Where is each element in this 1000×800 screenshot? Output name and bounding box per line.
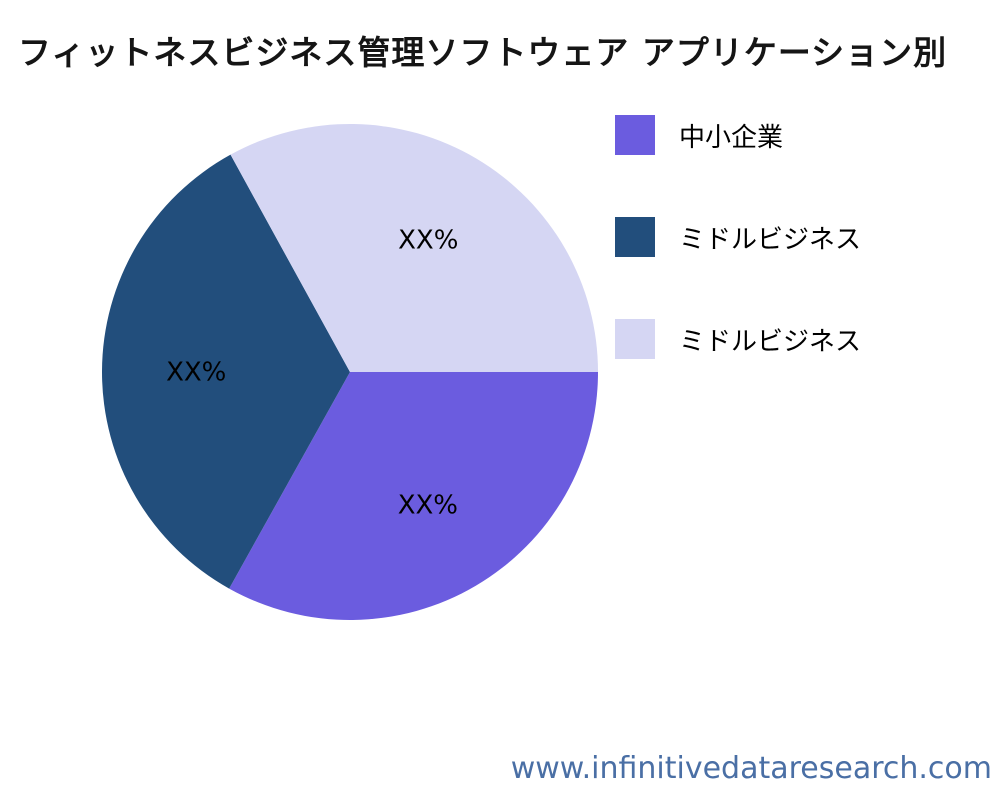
legend-item-0: 中小企業 xyxy=(615,115,861,155)
legend-item-2: ミドルビジネス xyxy=(615,319,861,359)
pie-chart: XX% XX% XX% xyxy=(100,122,600,622)
pie-slice-2 xyxy=(230,124,598,373)
legend-label-0: 中小企業 xyxy=(679,122,784,153)
pie-slice-0 xyxy=(229,372,598,620)
legend-label-1: ミドルビジネス xyxy=(679,224,862,255)
chart-title: フィットネスビジネス管理ソフトウェア アプリケーション別 xyxy=(18,33,948,72)
legend: 中小企業ミドルビジネス ミドルビジネス xyxy=(615,115,861,421)
pie-slice-value-label-1: XX% xyxy=(166,358,226,388)
pie-slice-value-label-0: XX% xyxy=(398,491,458,521)
pie-chart-svg: XX% XX% XX% xyxy=(102,124,598,620)
pie-slice-value-label-2: XX% xyxy=(398,226,458,256)
legend-swatch-0 xyxy=(615,115,655,155)
pie-slice-1 xyxy=(102,154,351,589)
legend-swatch-2 xyxy=(615,319,655,359)
legend-swatch-1 xyxy=(615,217,655,257)
watermark-url: www.infinitivedataresearch.com xyxy=(510,751,992,786)
legend-item-1: ミドルビジネス xyxy=(615,217,861,257)
legend-label-2: ミドルビジネス xyxy=(679,326,862,357)
